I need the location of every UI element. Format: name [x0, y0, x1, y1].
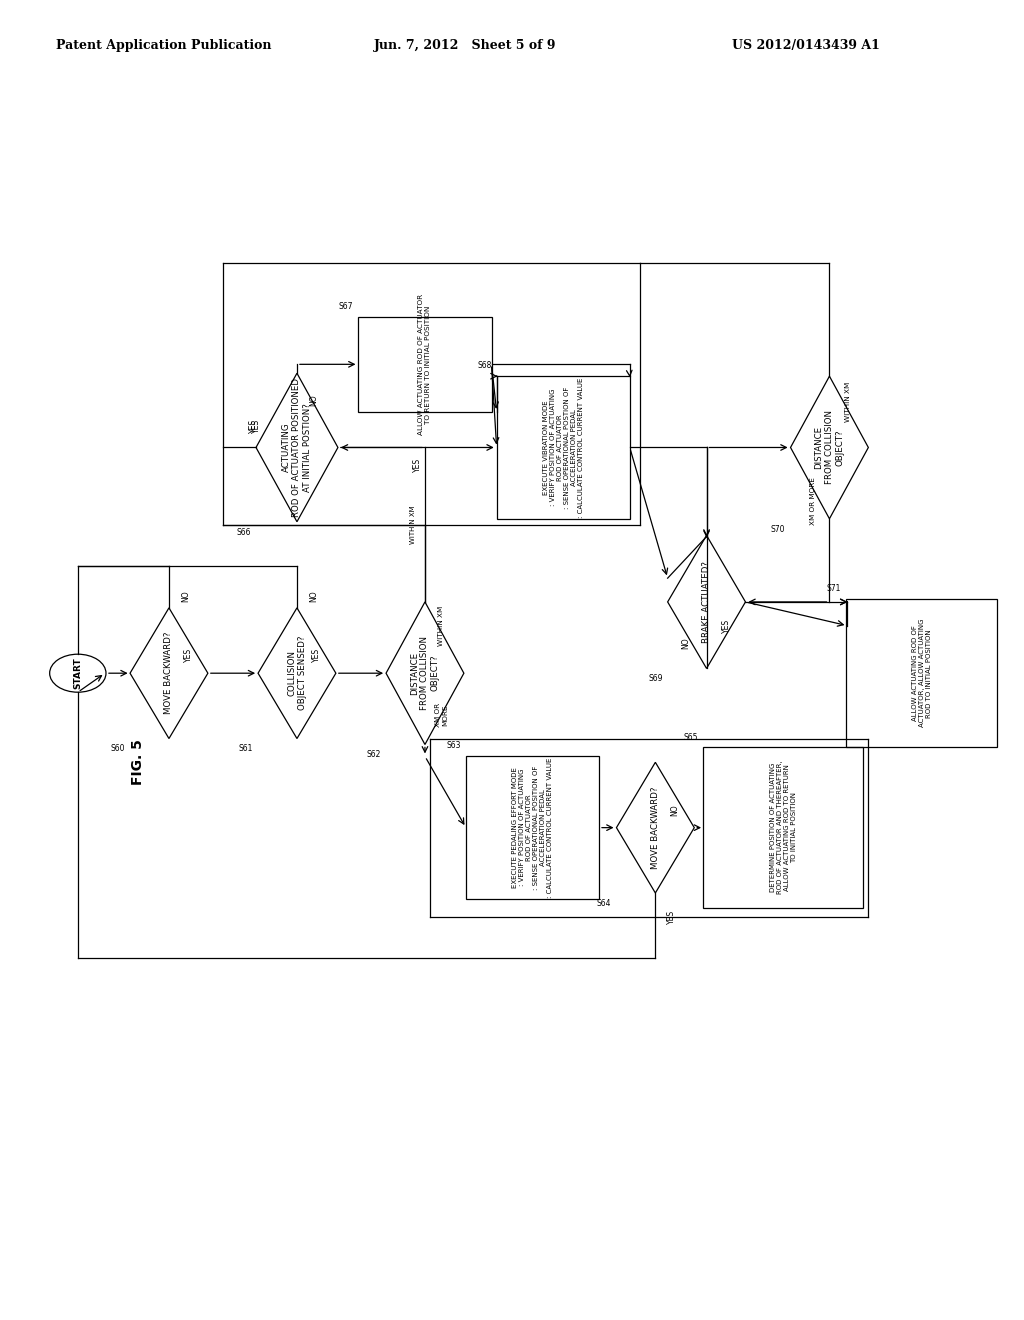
Text: NO: NO — [682, 638, 690, 649]
Text: START: START — [74, 657, 82, 689]
Text: NO: NO — [309, 590, 317, 602]
Text: S60: S60 — [111, 744, 125, 754]
Bar — [846, 599, 997, 747]
Text: S69: S69 — [648, 675, 663, 684]
Text: WITHIN XM: WITHIN XM — [845, 383, 851, 422]
Text: COLLISION
OBJECT SENSED?: COLLISION OBJECT SENSED? — [288, 636, 306, 710]
Text: YES: YES — [668, 909, 676, 924]
Text: S61: S61 — [239, 744, 253, 754]
Text: YES: YES — [413, 458, 422, 473]
Text: S70: S70 — [771, 525, 785, 533]
Text: Jun. 7, 2012   Sheet 5 of 9: Jun. 7, 2012 Sheet 5 of 9 — [374, 40, 556, 53]
Text: XM OR
MORE: XM OR MORE — [435, 702, 447, 727]
Text: DISTANCE
FROM COLLISION
OBJECT?: DISTANCE FROM COLLISION OBJECT? — [814, 411, 845, 484]
Text: WITHIN XM: WITHIN XM — [410, 506, 416, 544]
Bar — [497, 376, 630, 519]
Bar — [703, 747, 863, 908]
Bar — [466, 756, 599, 899]
Text: Patent Application Publication: Patent Application Publication — [56, 40, 271, 53]
Text: DISTANCE
FROM COLLISION
OBJECT?: DISTANCE FROM COLLISION OBJECT? — [410, 636, 440, 710]
Text: US 2012/0143439 A1: US 2012/0143439 A1 — [732, 40, 880, 53]
Text: NO: NO — [181, 590, 189, 602]
Text: ACTUATING
ROD OF ACTUATOR POSITIONED
AT INITIAL POSTION?: ACTUATING ROD OF ACTUATOR POSITIONED AT … — [282, 378, 312, 517]
Text: YES: YES — [250, 418, 258, 433]
Text: EXECUTE VIBRATION MODE
: VERIFY POSITION OF ACTUATING
ROD OF ACTUATOR
: SENSE OP: EXECUTE VIBRATION MODE : VERIFY POSITION… — [543, 378, 584, 517]
Text: MOVE BACKWARD?: MOVE BACKWARD? — [651, 787, 659, 869]
Text: FIG. 5: FIG. 5 — [131, 739, 145, 785]
Bar — [358, 317, 492, 412]
Text: S63: S63 — [446, 742, 461, 750]
Text: YES: YES — [184, 648, 193, 663]
Text: NO: NO — [309, 395, 317, 405]
Text: ALLOW ACTUATING ROD OF
ACTUATOR, ALLOW ACTUATING
ROD TO INITIAL POSITION: ALLOW ACTUATING ROD OF ACTUATOR, ALLOW A… — [911, 619, 932, 727]
Text: S68: S68 — [477, 362, 492, 370]
Text: S71: S71 — [826, 583, 841, 593]
Text: S64: S64 — [597, 899, 611, 908]
Text: MOVE BACKWARD?: MOVE BACKWARD? — [165, 632, 173, 714]
Text: NO: NO — [671, 804, 679, 816]
Text: WITHIN XM: WITHIN XM — [438, 606, 444, 645]
Text: S67: S67 — [339, 302, 353, 310]
Text: XM OR MORE: XM OR MORE — [810, 477, 816, 525]
Text: DETERMINE POSITION OF ACTUATING
ROD OF ACTUATOR AND THEREAFTER,
ALLOW ACTUATING : DETERMINE POSITION OF ACTUATING ROD OF A… — [770, 760, 797, 895]
Text: S65: S65 — [684, 733, 698, 742]
Text: YES: YES — [252, 418, 260, 433]
Text: YES: YES — [312, 648, 321, 663]
Text: S62: S62 — [367, 750, 381, 759]
Text: S66: S66 — [237, 528, 251, 537]
Text: ALLOW ACTUATING ROD OF ACTUATOR
TO RETURN TO INITIAL POSITION: ALLOW ACTUATING ROD OF ACTUATOR TO RETUR… — [419, 294, 431, 434]
Text: YES: YES — [722, 619, 730, 632]
Text: BRAKE ACTUATED?: BRAKE ACTUATED? — [702, 561, 711, 643]
Text: EXECUTE PEDALING EFFORT MODE
: VERIFY POSITION OF ACTUATING
ROD OF ACTUATOR
: SE: EXECUTE PEDALING EFFORT MODE : VERIFY PO… — [512, 758, 553, 898]
